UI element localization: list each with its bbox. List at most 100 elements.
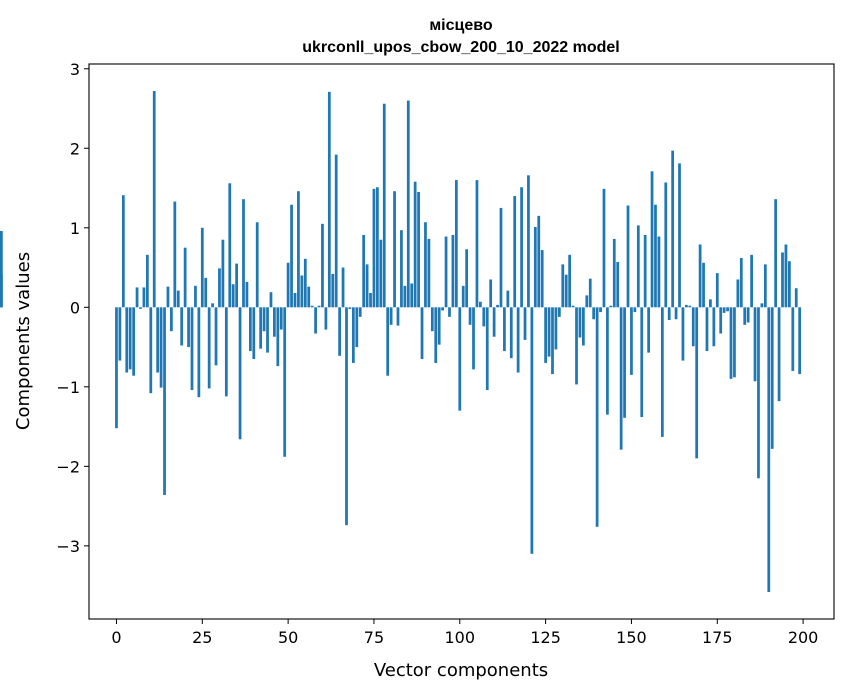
bar-197 — [791, 307, 795, 371]
bar-83 — [400, 230, 403, 308]
bar-164 — [678, 163, 681, 308]
bar-160 — [664, 182, 668, 308]
bar-181 — [736, 279, 740, 308]
bar-151 — [633, 307, 637, 313]
bar-79 — [386, 307, 390, 376]
bar-98 — [451, 234, 455, 308]
bar-12 — [156, 307, 160, 373]
bar-49 — [283, 307, 287, 457]
bar-138 — [588, 278, 592, 308]
x-axis-ticks: 0 25 50 75 100 125 150 175 200 — [111, 619, 818, 647]
bar-148 — [623, 307, 626, 418]
bar-77 — [379, 239, 383, 308]
bar-31 — [221, 239, 225, 308]
chart-title: місцево — [429, 17, 493, 34]
chart-subtitle: ukrconll_upos_cbow_200_10_2022 model — [302, 39, 619, 56]
bar-167 — [688, 305, 692, 308]
bar-193 — [777, 307, 781, 402]
bar-1 — [118, 307, 122, 361]
bar-56 — [307, 286, 311, 308]
bar-20 — [183, 247, 187, 308]
bar-6 — [135, 287, 139, 308]
bar-147 — [619, 307, 623, 450]
bar-170 — [698, 244, 702, 308]
x-tick-label: 0 — [111, 628, 121, 647]
bar-3 — [125, 307, 129, 373]
y-tick-label: −2 — [56, 457, 80, 476]
x-tick-label: 150 — [616, 628, 647, 647]
bar-145 — [612, 238, 616, 308]
bar-52 — [293, 293, 297, 308]
bar-90 — [424, 222, 427, 308]
bar-146 — [616, 261, 620, 308]
bar-30 — [218, 268, 221, 308]
bar-114 — [506, 290, 510, 308]
bar-141 — [599, 307, 602, 313]
x-tick-label: 25 — [192, 628, 212, 647]
bar-67 — [345, 307, 348, 526]
bar-198 — [794, 288, 798, 308]
bar-105 — [475, 180, 479, 308]
bar-38 — [245, 281, 249, 308]
bar-9 — [145, 254, 149, 308]
bar-192 — [774, 199, 778, 308]
bar-69 — [351, 307, 355, 363]
bar-24 — [197, 307, 201, 398]
bar-53 — [297, 191, 300, 308]
bar-102 — [465, 249, 469, 308]
bar-194 — [781, 252, 784, 308]
bar-174 — [712, 307, 716, 347]
bar-84 — [403, 285, 407, 308]
bar-27 — [207, 307, 211, 389]
bar-120 — [527, 175, 530, 308]
bar-61 — [324, 307, 328, 330]
x-tick-label: 75 — [364, 628, 384, 647]
y-tick-label: 3 — [70, 60, 80, 79]
bar-72 — [362, 234, 366, 308]
bar-176 — [719, 307, 723, 334]
bar-177 — [722, 307, 726, 313]
x-tick-label: 100 — [445, 628, 476, 647]
bar-94 — [437, 307, 441, 345]
bar-104 — [472, 307, 475, 370]
bar-136 — [582, 307, 585, 346]
bar-168 — [691, 307, 695, 347]
bar-153 — [640, 307, 644, 418]
bar-156 — [650, 171, 654, 308]
bar-91 — [427, 238, 431, 308]
bar-112 — [499, 207, 503, 308]
bar-184 — [746, 307, 750, 323]
bar-108 — [485, 307, 489, 390]
bar-116 — [513, 195, 517, 308]
bar-142 — [602, 188, 606, 308]
bar-111 — [496, 304, 499, 308]
y-tick-label: 0 — [70, 298, 80, 317]
bar-109 — [489, 279, 493, 308]
bar-186 — [753, 307, 757, 382]
bar-180 — [733, 307, 736, 378]
bar-131 — [564, 274, 568, 308]
bar-188 — [760, 303, 764, 308]
bar-172 — [705, 307, 709, 352]
bar-44 — [266, 307, 269, 353]
bar-70 — [355, 307, 359, 348]
bar-190 — [767, 307, 771, 592]
bar-128 — [554, 307, 558, 350]
bar-10 — [149, 307, 153, 394]
bar-57 — [310, 305, 314, 308]
bar-32 — [224, 307, 228, 397]
bar-55 — [303, 258, 307, 308]
bar-63 — [331, 273, 335, 308]
bar-76 — [376, 187, 379, 308]
bar-123 — [537, 215, 541, 308]
bar-179 — [729, 307, 733, 379]
bar-71 — [358, 307, 362, 317]
bar-13 — [159, 307, 163, 388]
bar-117 — [516, 307, 520, 373]
bar-86 — [410, 283, 414, 308]
bar-81 — [393, 191, 396, 308]
x-tick-label: 50 — [278, 628, 298, 647]
bar-189 — [763, 264, 767, 308]
bar-132 — [568, 254, 572, 308]
